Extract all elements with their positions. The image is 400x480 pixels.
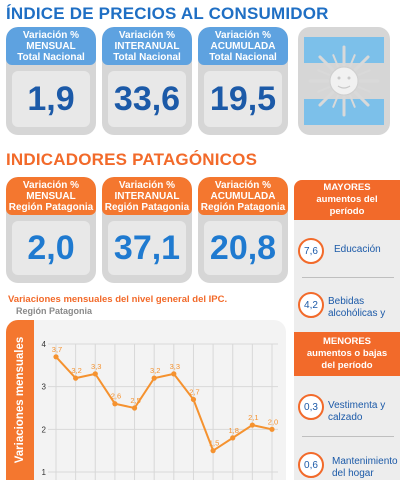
chart-panel — [6, 320, 286, 480]
sun-ray — [317, 69, 331, 76]
menores-value-2: 0,6 — [298, 452, 324, 478]
patagonia-accumulated-card: Variación % ACUMULADA Región Patagonia 2… — [198, 177, 288, 283]
sun-ray — [353, 90, 370, 107]
card-header-line1: Variación % — [22, 29, 80, 41]
cpi-section-title: ÍNDICE DE PRECIOS AL CONSUMIDOR — [6, 4, 329, 23]
card-value: 1,9 — [12, 71, 90, 127]
card-header-line3: Región Patagonia — [8, 201, 94, 213]
card-header-line1: Variación % — [118, 179, 176, 191]
sun-ray — [357, 69, 371, 76]
card-header-line2: MENSUAL — [26, 190, 76, 202]
sun-ray — [349, 54, 356, 68]
card-header-line2: MENSUAL — [26, 40, 76, 52]
patagonia-section-title: INDICADORES PATAGÓNICOS — [6, 150, 258, 169]
card-header-line2: INTERANUAL — [114, 190, 180, 202]
card-header-line3: Región Patagonia — [200, 201, 286, 213]
chart-title: Variaciones mensuales del nivel general … — [8, 294, 228, 305]
card-header-line3: Región Patagonia — [104, 201, 190, 213]
label-line2: alcohólicas y — [328, 308, 386, 319]
cpi-monthly-card: Variación % MENSUAL Total Nacional 1,9 — [6, 27, 96, 135]
label-line2: del hogar — [332, 468, 374, 479]
menores-header-line3: del período — [321, 360, 373, 371]
card-header-line3: Total Nacional — [17, 51, 85, 63]
sun-ray — [353, 55, 370, 72]
argentina-flag-emblem — [298, 27, 390, 135]
mayores-value-2: 4,2 — [298, 292, 324, 318]
sidebar-panel — [294, 180, 400, 480]
patagonia-monthly-card: Variación % MENSUAL Región Patagonia 2,0 — [6, 177, 96, 283]
menores-value-1: 0,3 — [298, 394, 324, 420]
card-header: Variación % ACUMULADA Región Patagonia — [198, 177, 288, 215]
menores-label-1: Vestimenta y calzado — [328, 400, 385, 424]
card-header-line1: Variación % — [214, 29, 272, 41]
divider — [302, 436, 394, 437]
card-value: 2,0 — [12, 221, 90, 275]
card-header-line3: Total Nacional — [113, 51, 181, 63]
sun-ray — [332, 94, 339, 108]
label-line1: Bebidas — [328, 296, 365, 307]
label-line1: Vestimenta y — [328, 400, 386, 411]
card-header: Variación % INTERANUAL Región Patagonia — [102, 177, 192, 215]
card-header-line3: Total Nacional — [209, 51, 277, 63]
menores-header-line1: MENORES — [322, 336, 372, 347]
divider — [302, 277, 394, 278]
card-header-line1: Variación % — [22, 179, 80, 191]
mayores-label-2: Bebidas alcohólicas y — [328, 296, 385, 320]
mayores-header-line1: MAYORES — [323, 182, 371, 193]
card-header: Variación % MENSUAL Región Patagonia — [6, 177, 96, 215]
mayores-value-1: 7,6 — [298, 238, 324, 264]
chart-subtitle: Región Patagonia — [16, 306, 93, 316]
label-line1: Educación — [334, 244, 381, 255]
card-header: Variación % MENSUAL Total Nacional — [6, 27, 96, 65]
label-line2: calzado — [328, 412, 363, 423]
mayores-header-line2: aumentos del — [316, 194, 378, 205]
card-value: 37,1 — [108, 221, 186, 275]
mayores-header: MAYORES aumentos del período — [294, 180, 400, 220]
sun-ray — [318, 55, 335, 72]
menores-header: MENORES aumentos o bajas del período — [294, 332, 400, 376]
card-header-line1: Variación % — [118, 29, 176, 41]
sun-ray — [357, 86, 371, 93]
card-header-line2: ACUMULADA — [210, 40, 276, 52]
menores-label-2: Mantenimiento del hogar — [332, 456, 398, 480]
y-axis-label: Variaciones mensuales — [14, 336, 26, 464]
cpi-accumulated-card: Variación % ACUMULADA Total Nacional 19,… — [198, 27, 288, 135]
cpi-interannual-card: Variación % INTERANUAL Total Nacional 33… — [102, 27, 192, 135]
card-header: Variación % ACUMULADA Total Nacional — [198, 27, 288, 65]
sun-ray — [349, 94, 356, 108]
card-value: 33,6 — [108, 71, 186, 127]
sun-ray — [332, 54, 339, 68]
mayores-header-line3: período — [329, 206, 365, 217]
patagonia-interannual-card: Variación % INTERANUAL Región Patagonia … — [102, 177, 192, 283]
card-value: 20,8 — [204, 221, 282, 275]
label-line1: Mantenimiento — [332, 456, 398, 467]
card-value: 19,5 — [204, 71, 282, 127]
y-axis-label-band — [6, 320, 34, 480]
card-header: Variación % INTERANUAL Total Nacional — [102, 27, 192, 65]
card-header-line1: Variación % — [214, 179, 272, 191]
mayores-label-1: Educación — [334, 244, 381, 256]
card-header-line2: INTERANUAL — [114, 40, 180, 52]
card-header-line2: ACUMULADA — [210, 190, 276, 202]
sun-ray — [318, 90, 335, 107]
menores-header-line2: aumentos o bajas — [306, 348, 388, 359]
sun-ray — [317, 86, 331, 93]
sun-of-may-icon — [308, 45, 380, 117]
